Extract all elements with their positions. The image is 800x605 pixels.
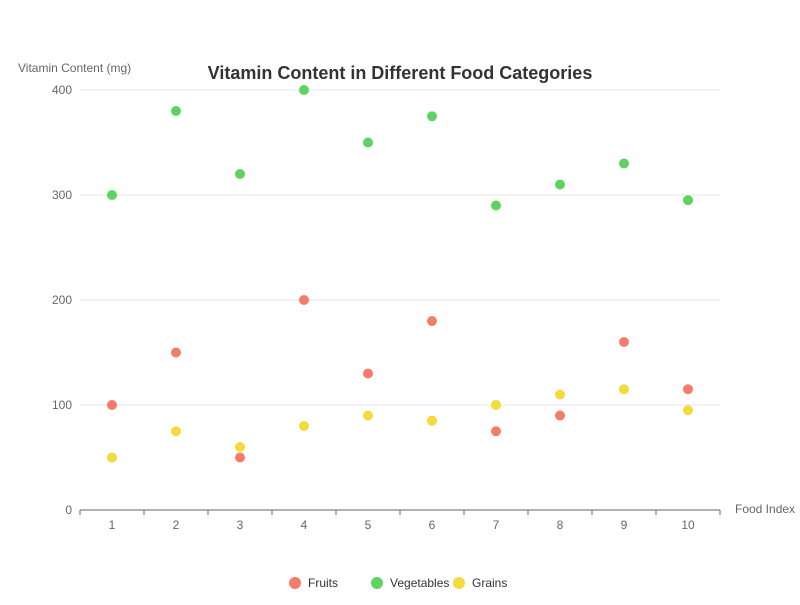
- fruits-point[interactable]: [235, 452, 245, 463]
- grains-point[interactable]: [491, 400, 501, 410]
- legend-label: Fruits: [308, 576, 338, 590]
- legend-item-vegetables[interactable]: Vegetables: [371, 576, 449, 590]
- fruits-point[interactable]: [427, 316, 437, 326]
- x-tick-label: 9: [621, 518, 628, 532]
- legend-marker: [371, 577, 383, 589]
- grains-point[interactable]: [619, 384, 629, 395]
- axes-layer: 0 100 200 300 400 1 2 3 4 5 6 7 8 9 10: [52, 83, 721, 532]
- vegetables-point[interactable]: [683, 195, 693, 206]
- vegetables-point[interactable]: [171, 106, 181, 116]
- legend-marker: [289, 577, 301, 589]
- x-tick-label: 4: [301, 518, 308, 532]
- grains-point[interactable]: [555, 389, 565, 400]
- y-tick-label: 200: [52, 293, 72, 307]
- vegetables-point[interactable]: [427, 111, 437, 122]
- vegetables-point[interactable]: [107, 190, 117, 200]
- y-tick-label: 0: [65, 503, 72, 517]
- legend-label: Vegetables: [390, 576, 449, 590]
- vegetables-point[interactable]: [299, 85, 309, 95]
- vegetables-point[interactable]: [555, 179, 565, 190]
- fruits-point[interactable]: [619, 337, 629, 347]
- vegetables-point[interactable]: [363, 137, 373, 148]
- x-tick-label: 6: [429, 518, 436, 532]
- x-tick-label: 2: [173, 518, 180, 532]
- x-tick-label: 7: [493, 518, 500, 532]
- grains-point[interactable]: [107, 452, 117, 463]
- points-layer: [107, 85, 693, 463]
- grains-point[interactable]: [427, 415, 437, 426]
- fruits-point[interactable]: [683, 384, 693, 395]
- y-axis-label: Vitamin Content (mg): [18, 61, 131, 75]
- chart-title: Vitamin Content in Different Food Catego…: [208, 63, 593, 83]
- x-tick-label: 5: [365, 518, 372, 532]
- fruits-point[interactable]: [363, 368, 373, 379]
- fruits-point[interactable]: [491, 426, 501, 437]
- grains-point[interactable]: [299, 421, 309, 431]
- y-tick-label: 100: [52, 398, 72, 412]
- y-tick-label: 400: [52, 83, 72, 97]
- grains-point[interactable]: [235, 442, 245, 452]
- legend-marker: [453, 577, 465, 589]
- x-tick-label: 1: [109, 518, 116, 532]
- legend-item-fruits[interactable]: Fruits: [289, 576, 338, 590]
- grains-point[interactable]: [363, 410, 373, 421]
- legend-item-grains[interactable]: Grains: [453, 576, 507, 590]
- vegetables-point[interactable]: [491, 200, 501, 211]
- fruits-point[interactable]: [107, 400, 117, 410]
- y-tick-label: 300: [52, 188, 72, 202]
- grains-point[interactable]: [171, 426, 181, 437]
- fruits-point[interactable]: [299, 295, 309, 305]
- vegetables-point[interactable]: [619, 158, 629, 169]
- vegetables-point[interactable]: [235, 169, 245, 179]
- grid-layer: [80, 89, 720, 406]
- x-tick-label: 10: [681, 518, 695, 532]
- x-tick-label: 8: [557, 518, 564, 532]
- legend-label: Grains: [472, 576, 507, 590]
- x-axis-label: Food Index: [735, 502, 795, 516]
- fruits-point[interactable]: [171, 347, 181, 358]
- grains-point[interactable]: [683, 405, 693, 416]
- x-tick-label: 3: [237, 518, 244, 532]
- fruits-point[interactable]: [555, 410, 565, 421]
- legend: Fruits Vegetables Grains: [289, 576, 507, 590]
